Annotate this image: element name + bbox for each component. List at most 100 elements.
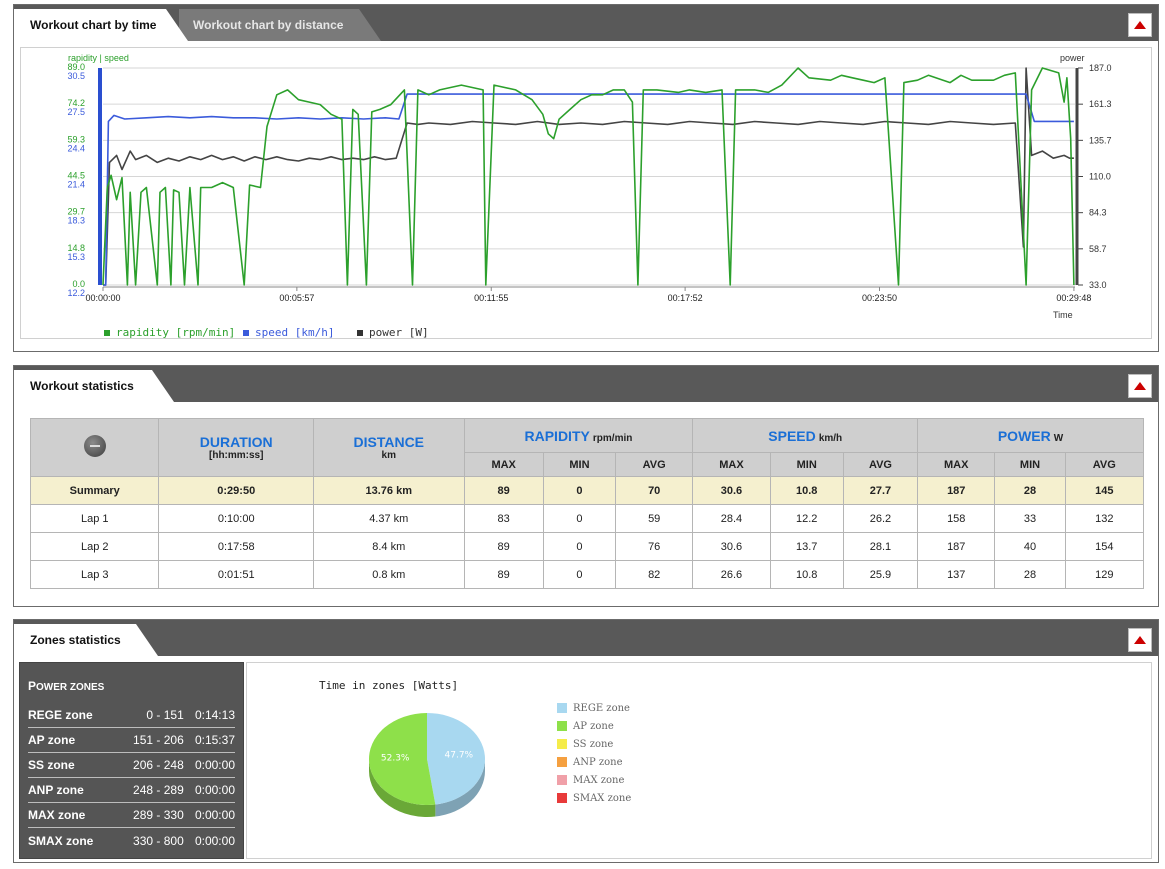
speed-min-cell: 13.7 (769, 532, 844, 561)
duration-cell: 0:29:50 (158, 476, 314, 505)
tab-chart-by-distance[interactable]: Workout chart by distance (179, 9, 381, 41)
zones-statistics-panel: Zones statistics POWER ZONES REGE zone 0 … (13, 619, 1159, 863)
y-tick-rapidity: 89.0 (67, 62, 85, 72)
workout-statistics-table: DURATION [hh:mm:ss] DISTANCE km RAPIDITY… (29, 418, 1145, 589)
y-tick-power: 161.3 (1089, 99, 1112, 109)
tab-chart-by-time[interactable]: Workout chart by time (14, 9, 188, 41)
legend-swatch (557, 757, 567, 767)
x-tick-label: 00:17:52 (668, 293, 703, 303)
y-tick-power: 110.0 (1089, 172, 1111, 182)
y-tick-power: 84.3 (1089, 208, 1107, 218)
duration-title: DURATION (199, 434, 273, 450)
zone-row-rege: REGE zone 0 - 151 0:14:13 (28, 703, 235, 728)
zone-row-smax: SMAX zone 330 - 800 0:00:00 (28, 833, 235, 848)
panel-header: Workout statistics (14, 366, 1158, 402)
power-unit: W (1053, 432, 1064, 444)
rapidity-header: RAPIDITY rpm/min (463, 418, 694, 453)
x-tick-label: 00:00:00 (85, 293, 120, 303)
panel-header: Zones statistics (14, 620, 1158, 656)
distance-cell: 0.8 km (313, 560, 465, 589)
pie-slice[interactable] (369, 713, 436, 805)
rapidity-max-cell: 89 (463, 560, 544, 589)
legend-swatch (557, 703, 567, 713)
rapidity-max-cell: 83 (463, 504, 544, 533)
x-axis-title: Time (1053, 310, 1073, 320)
y-tick-rapidity: 29.7 (67, 207, 85, 217)
power-avg-cell: 132 (1064, 504, 1145, 533)
y-tick-rapidity: 59.3 (67, 134, 85, 144)
power-min-cell: 40 (994, 532, 1066, 561)
power-avg-cell: 154 (1064, 532, 1145, 561)
y-tick-speed: 30.5 (67, 71, 85, 81)
grid (103, 67, 1075, 286)
pie-slice[interactable] (427, 713, 486, 805)
speed-max-cell: 26.6 (692, 560, 771, 589)
speed-min-cell: 10.8 (769, 560, 844, 589)
duration-header: DURATION [hh:mm:ss] (158, 418, 314, 477)
y-tick-rapidity: 74.2 (67, 98, 85, 108)
table-row-lap-1[interactable]: Lap 1 0:10:00 4.37 km 83 0 59 28.4 12.2 … (29, 504, 1145, 533)
col-min: MIN (994, 452, 1066, 477)
chart-legend-rapidity: rapidity [rpm/min] (104, 326, 235, 339)
y-tick-power: 58.7 (1089, 244, 1107, 254)
row-name: Lap 3 (29, 560, 160, 589)
speed-min-cell: 12.2 (769, 504, 844, 533)
pie-slice-label: 52.3% (381, 753, 410, 763)
series-lines (102, 67, 1075, 286)
rapidity-min-cell: 0 (542, 476, 617, 505)
collapse-button[interactable] (1128, 374, 1152, 398)
table-row-lap-2[interactable]: Lap 2 0:17:58 8.4 km 89 0 76 30.6 13.7 2… (29, 532, 1145, 561)
distance-cell: 4.37 km (313, 504, 465, 533)
y-tick-speed: 21.4 (67, 180, 85, 190)
y-tick-speed: 24.4 (67, 143, 85, 153)
distance-unit: km (381, 450, 396, 461)
chart-area: 89.0 30.5 74.2 27.5 59.3 24.4 44.5 21.4 29.7 18.3… (20, 47, 1152, 339)
speed-min-cell: 10.8 (769, 476, 844, 505)
legend-swatch (104, 330, 110, 336)
collapse-button[interactable] (1128, 628, 1152, 652)
distance-cell: 13.76 km (313, 476, 465, 505)
collapse-button[interactable] (1128, 13, 1152, 37)
series-line-speed (103, 93, 1074, 286)
speed-avg-cell: 26.2 (842, 504, 919, 533)
usb-device-icon[interactable] (83, 435, 106, 457)
zone-row-ss: SS zone 206 - 248 0:00:00 (28, 753, 235, 778)
distance-cell: 8.4 km (313, 532, 465, 561)
x-tick-label: 00:05:57 (279, 293, 314, 303)
speed-avg-cell: 28.1 (842, 532, 919, 561)
rapidity-min-cell: 0 (542, 560, 617, 589)
pie-slice-side (435, 759, 485, 817)
power-header: POWER W (917, 418, 1144, 453)
rapidity-title: RAPIDITY (524, 427, 590, 444)
legend-label: speed [km/h] (255, 326, 335, 339)
speed-avg-cell: 27.7 (842, 476, 919, 505)
panel-header: Workout chart by distance Workout chart … (14, 5, 1158, 41)
rapidity-avg-cell: 59 (615, 504, 694, 533)
row-name: Lap 2 (29, 532, 160, 561)
power-max-cell: 158 (917, 504, 996, 533)
pie-legend-item: ANP zone (557, 753, 631, 771)
speed-avg-cell: 25.9 (842, 560, 919, 589)
collapse-triangle-icon (1134, 636, 1146, 644)
duration-cell: 0:10:00 (158, 504, 314, 533)
rapidity-min-cell: 0 (542, 504, 617, 533)
legend-label: power [W] (369, 326, 429, 339)
speed-title: SPEED (768, 427, 816, 444)
rapidity-unit: rpm/min (592, 432, 633, 444)
pie-legend: REGE zone AP zone SS zone ANP zone MAX z… (557, 699, 631, 807)
table-row-lap-3[interactable]: Lap 3 0:01:51 0.8 km 89 0 82 26.6 10.8 2… (29, 560, 1145, 589)
series-line-rapidity (102, 67, 1075, 286)
zone-row-anp: ANP zone 248 - 289 0:00:00 (28, 778, 235, 803)
col-min: MIN (769, 452, 844, 477)
rapidity-avg-cell: 70 (615, 476, 694, 505)
pie-chart-title: Time in zones [Watts] (319, 679, 459, 692)
collapse-triangle-icon (1134, 382, 1146, 390)
pie-legend-item: AP zone (557, 717, 631, 735)
tab-workout-statistics[interactable]: Workout statistics (14, 370, 174, 402)
workout-chart-panel: Workout chart by distance Workout chart … (13, 4, 1159, 352)
tab-zones-statistics[interactable]: Zones statistics (14, 624, 158, 656)
table-row-summary[interactable]: Summary 0:29:50 13.76 km 89 0 70 30.6 10… (29, 476, 1145, 505)
col-max: MAX (917, 452, 996, 477)
rapidity-avg-cell: 76 (615, 532, 694, 561)
y-tick-rapidity: 44.5 (67, 171, 85, 181)
